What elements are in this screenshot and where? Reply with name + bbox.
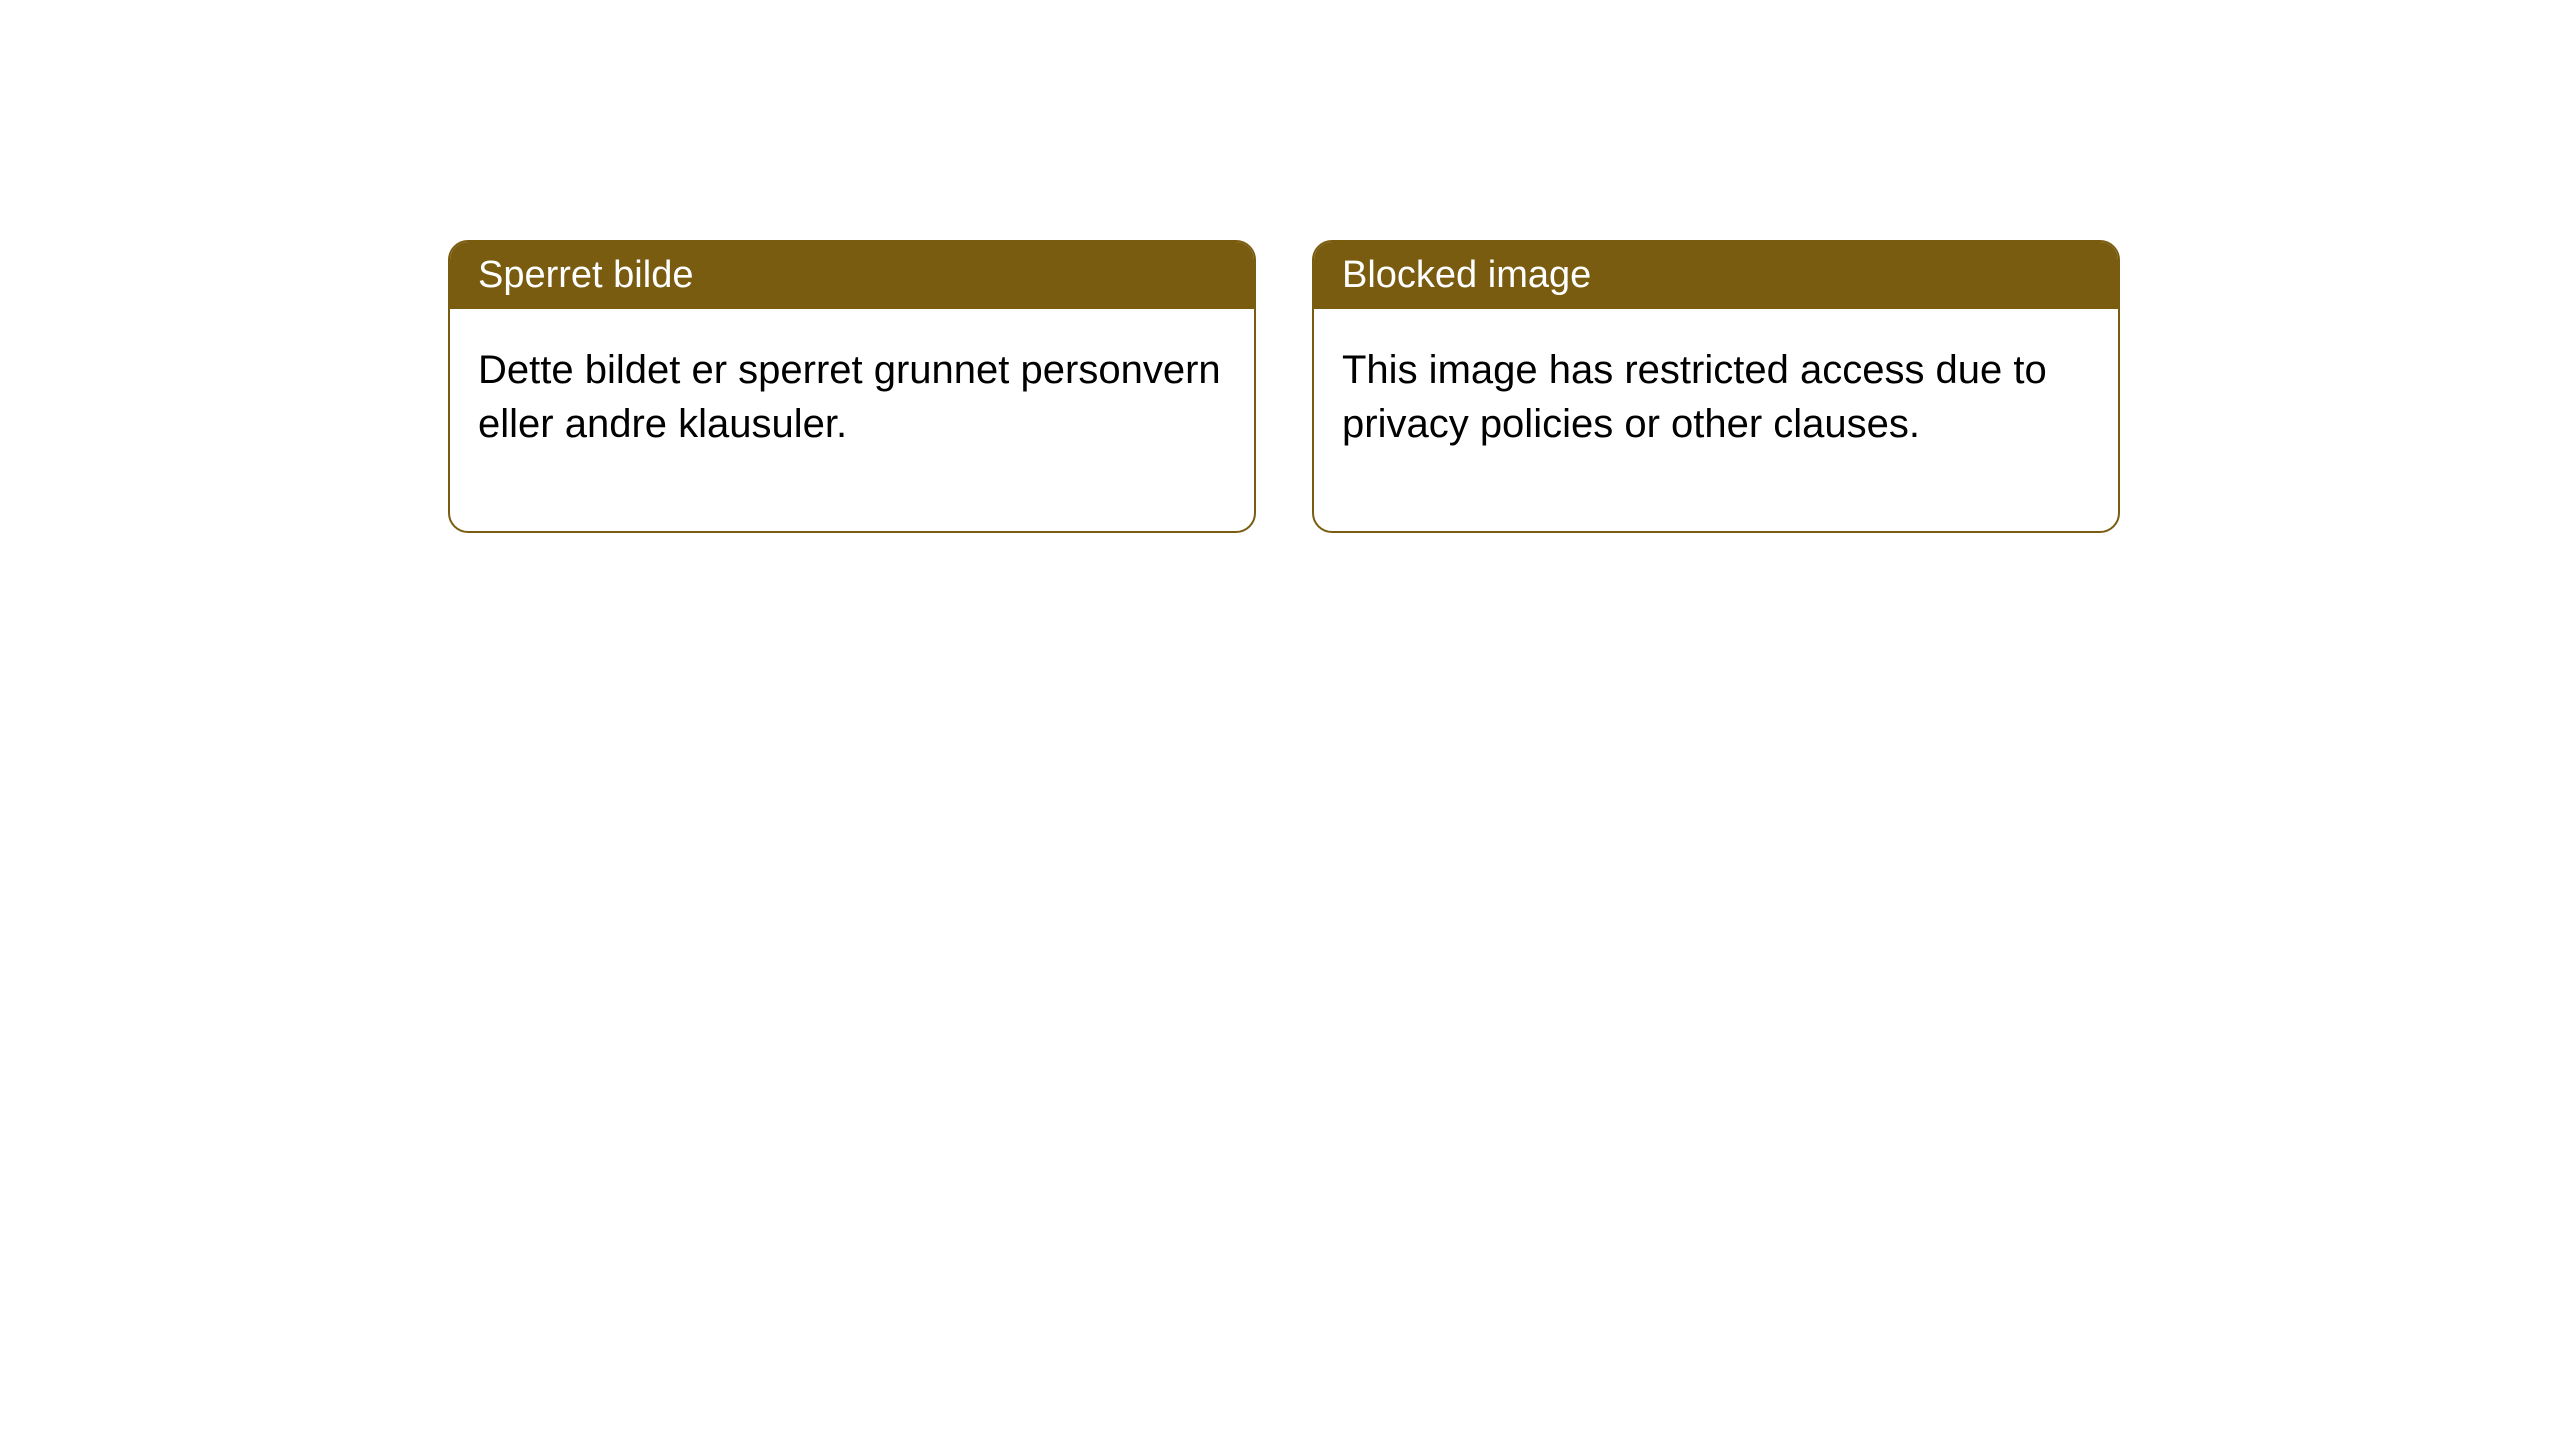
card-header: Blocked image bbox=[1314, 242, 2118, 309]
notice-container: Sperret bilde Dette bildet er sperret gr… bbox=[448, 240, 2120, 533]
card-body: This image has restricted access due to … bbox=[1314, 309, 2118, 531]
card-body: Dette bildet er sperret grunnet personve… bbox=[450, 309, 1254, 531]
card-header: Sperret bilde bbox=[450, 242, 1254, 309]
card-title: Blocked image bbox=[1342, 254, 1591, 296]
card-body-text: This image has restricted access due to … bbox=[1342, 348, 2047, 446]
notice-card-norwegian: Sperret bilde Dette bildet er sperret gr… bbox=[448, 240, 1256, 533]
card-body-text: Dette bildet er sperret grunnet personve… bbox=[478, 348, 1221, 446]
card-title: Sperret bilde bbox=[478, 254, 693, 296]
notice-card-english: Blocked image This image has restricted … bbox=[1312, 240, 2120, 533]
